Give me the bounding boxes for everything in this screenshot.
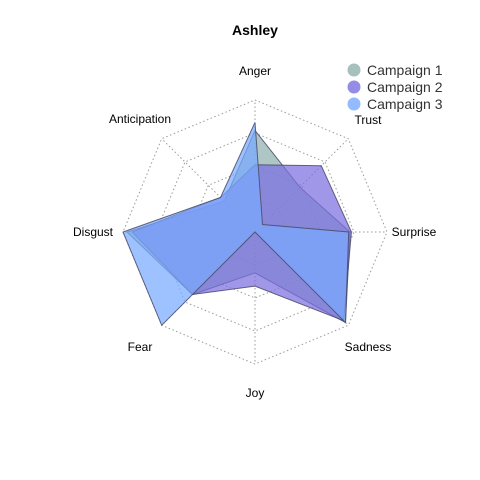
grid-ring-4 — [122, 99, 388, 365]
legend-marker-1 — [347, 63, 361, 77]
axis-label-anger: Anger — [239, 64, 271, 78]
axis-label-trust: Trust — [355, 113, 383, 127]
axis-label-joy: Joy — [246, 386, 265, 400]
axis-labels: Anger Trust Surprise Sadness Joy Fear Disgust A… — [73, 64, 437, 400]
legend-label-3: Campaign 3 — [367, 96, 443, 112]
axis-label-anticipation: Anticipation — [109, 112, 171, 126]
axis-label-disgust: Disgust — [73, 225, 114, 239]
axis-label-fear: Fear — [128, 340, 153, 354]
axis-label-sadness: Sadness — [345, 340, 392, 354]
legend-label-2: Campaign 2 — [367, 79, 443, 95]
grid-ring-2 — [188, 165, 322, 299]
chart-title: Ashley — [232, 22, 278, 38]
legend-marker-2 — [347, 80, 361, 94]
legend-label-1: Campaign 1 — [367, 62, 443, 78]
radar-series — [122, 122, 352, 327]
grid-ring-3 — [155, 132, 355, 332]
axis-label-surprise: Surprise — [392, 225, 437, 239]
legend-marker-3 — [347, 97, 361, 111]
series-3-area — [122, 122, 350, 327]
